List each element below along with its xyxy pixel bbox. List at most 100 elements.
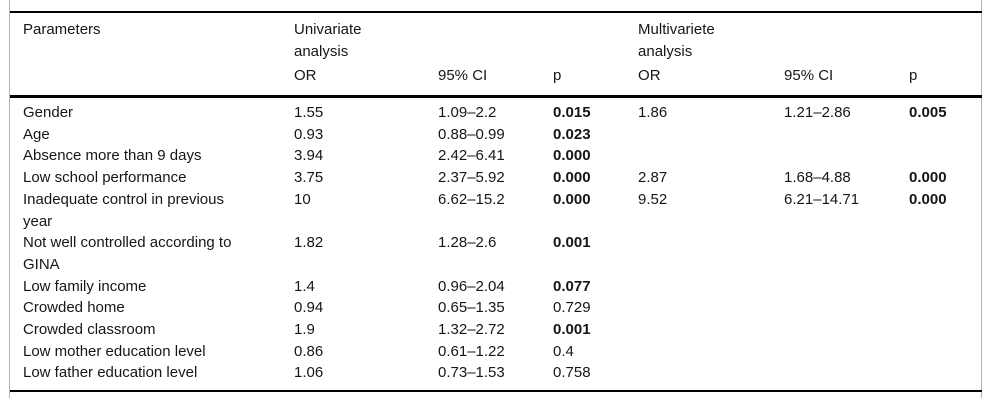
parameter-label: Absence more than 9 days	[23, 147, 202, 165]
multi-or-cell: 9.52	[638, 190, 668, 208]
uni-or-cell: 1.82	[294, 234, 324, 252]
parameter-label: Gender	[23, 104, 74, 121]
multi-p-cell	[909, 276, 982, 298]
multi-p-cell: 0.005	[909, 104, 947, 121]
multi-p-cell	[909, 124, 982, 146]
uni-ci-cell: 1.28–2.6	[438, 234, 497, 252]
parameter-label: Low father education level	[23, 364, 198, 382]
parameter-cell: Low father education level	[10, 362, 294, 391]
uni-ci-cell: 2.37–5.92	[438, 169, 505, 187]
multi-p-cell: 0.000	[909, 190, 947, 208]
table-row: Age 0.93 0.88–0.99 0.023	[10, 124, 982, 146]
header-group-row: Parameters Univariate analysis Multivari…	[10, 12, 982, 62]
parameter-cell: Low family income	[10, 276, 294, 298]
uni-ci-cell: 2.42–6.41	[438, 147, 505, 165]
multi-or-cell	[638, 232, 784, 275]
multi-ci-cell: 1.21–2.86	[784, 104, 851, 121]
uni-ci-cell: 0.73–1.53	[438, 364, 505, 382]
header-sub-row: OR 95% CI p OR 95% CI p	[10, 62, 982, 97]
table-row: Low school performance 3.75 2.37–5.92 0.…	[10, 167, 982, 189]
subheader-uni-ci: 95% CI	[438, 67, 488, 84]
parameter-label: Age	[23, 125, 50, 143]
multi-ci-cell	[784, 297, 909, 319]
uni-or-cell: 1.9	[294, 321, 315, 339]
parameter-cell: Crowded home	[10, 297, 294, 319]
table-header: Parameters Univariate analysis Multivari…	[10, 12, 983, 97]
multi-p-cell	[909, 341, 982, 363]
uni-p-cell: 0.023	[553, 125, 591, 143]
uni-p-cell: 0.729	[553, 299, 591, 317]
multi-ci-cell	[784, 232, 909, 275]
multi-or-cell: 1.86	[638, 104, 668, 121]
uni-or-cell: 10	[294, 190, 311, 208]
parameter-cell: Crowded classroom	[10, 319, 294, 341]
parameter-cell: Absence more than 9 days	[10, 145, 294, 167]
col-group-univariate: Univariate analysis	[294, 12, 638, 62]
uni-p-cell: 0.758	[553, 364, 591, 382]
table-row: Low family income 1.4 0.96–2.04 0.077	[10, 276, 982, 298]
uni-p-cell: 0.001	[553, 321, 591, 339]
parameter-label: Crowded classroom	[23, 321, 156, 339]
table-body: Gender 1.55 1.09–2.2 0.015 1.86 1.21–2.8…	[10, 97, 982, 392]
multi-p-cell	[909, 232, 982, 275]
table-row: Gender 1.55 1.09–2.2 0.015 1.86 1.21–2.8…	[10, 97, 982, 124]
results-table: Parameters Univariate analysis Multivari…	[10, 11, 983, 393]
table-row: Not well controlled according to GINA 1.…	[10, 232, 982, 275]
uni-ci-cell: 0.88–0.99	[438, 125, 505, 143]
multi-ci-cell	[784, 145, 909, 167]
uni-ci-cell: 1.09–2.2	[438, 104, 497, 121]
multi-or-cell	[638, 124, 784, 146]
uni-or-cell: 1.55	[294, 104, 324, 121]
parameter-label: Low school performance	[23, 169, 187, 187]
parameter-label: Low family income	[23, 277, 147, 295]
parameter-label: Crowded home	[23, 299, 125, 317]
multi-or-cell: 2.87	[638, 169, 668, 187]
uni-or-cell: 0.86	[294, 342, 324, 360]
table-row: Low mother education level 0.86 0.61–1.2…	[10, 341, 982, 363]
uni-or-cell: 0.94	[294, 299, 324, 317]
uni-or-cell: 3.94	[294, 147, 324, 165]
results-table-frame: Parameters Univariate analysis Multivari…	[9, 0, 983, 398]
uni-or-cell: 1.4	[294, 277, 315, 295]
table-row: Crowded home 0.94 0.65–1.35 0.729	[10, 297, 982, 319]
uni-p-cell: 0.000	[553, 169, 591, 187]
parameter-cell: Not well controlled according to GINA	[10, 232, 294, 275]
multi-p-cell	[909, 297, 982, 319]
multi-p-cell: 0.000	[909, 169, 947, 187]
multi-or-cell	[638, 362, 784, 391]
multi-or-cell	[638, 319, 784, 341]
multi-p-cell	[909, 319, 982, 341]
multi-or-cell	[638, 276, 784, 298]
uni-p-cell: 0.015	[553, 104, 591, 121]
multi-ci-cell	[784, 276, 909, 298]
multi-or-cell	[638, 145, 784, 167]
multi-ci-cell: 6.21–14.71	[784, 190, 860, 208]
parameter-cell: Low school performance	[10, 167, 294, 189]
subheader-uni-p: p	[553, 67, 562, 84]
subheader-multi-or: OR	[638, 67, 661, 84]
uni-or-cell: 3.75	[294, 169, 324, 187]
uni-p-cell: 0.000	[553, 190, 591, 208]
multi-ci-cell	[784, 124, 909, 146]
parameter-cell: Age	[10, 124, 294, 146]
uni-ci-cell: 1.32–2.72	[438, 321, 505, 339]
univariate-group-label: Univariate analysis	[294, 21, 362, 60]
parameter-label: Inadequate control in previous year	[23, 190, 224, 230]
multi-or-cell	[638, 297, 784, 319]
uni-p-cell: 0.001	[553, 234, 591, 252]
multivariate-group-label: Multivariete analysis	[638, 21, 715, 60]
parameter-cell: Inadequate control in previous year	[10, 189, 294, 232]
uni-p-cell: 0.000	[553, 147, 591, 165]
uni-ci-cell: 0.65–1.35	[438, 299, 505, 317]
col-group-multivariate: Multivariete analysis	[638, 12, 982, 62]
multi-p-cell	[909, 145, 982, 167]
uni-ci-cell: 6.62–15.2	[438, 190, 505, 208]
uni-ci-cell: 0.96–2.04	[438, 277, 505, 295]
parameter-label: Not well controlled according to GINA	[23, 234, 232, 273]
multi-ci-cell	[784, 341, 909, 363]
subheader-multi-p: p	[909, 67, 918, 84]
col-header-parameters: Parameters	[23, 21, 101, 38]
uni-or-cell: 1.06	[294, 364, 324, 382]
uni-p-cell: 0.077	[553, 277, 591, 295]
multi-p-cell	[909, 362, 982, 391]
